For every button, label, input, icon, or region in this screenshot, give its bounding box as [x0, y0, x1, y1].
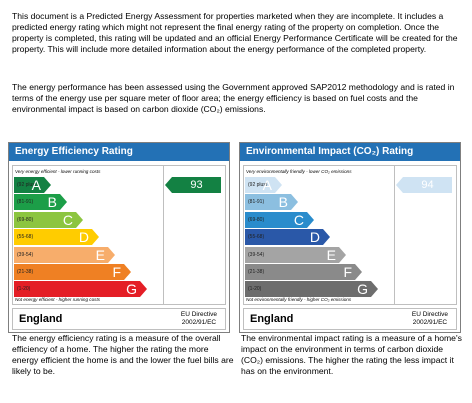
band-arrow-tip	[44, 177, 51, 193]
eu-directive-line-2: 2002/91/EC	[181, 319, 217, 326]
band-arrow-tip	[355, 264, 362, 280]
band-arrow-tip	[124, 264, 131, 280]
chart-title: Environmental Impact (CO₂) Rating	[240, 143, 460, 161]
rating-band-g: (1-20) G	[14, 281, 147, 298]
scale-top-label: Very energy efficient - lower running co…	[15, 169, 101, 174]
rating-scale: Very energy efficient - lower running co…	[12, 165, 226, 305]
country-label: England	[250, 313, 294, 325]
column-divider	[394, 166, 395, 304]
column-divider	[163, 166, 164, 304]
current-rating-value: 93	[172, 177, 221, 193]
current-rating-value: 94	[403, 177, 452, 193]
band-range: (81-91)	[248, 199, 265, 206]
scale-bottom-label: Not environmentally friendly - higher CO…	[246, 297, 352, 302]
rating-band-d: (55-68) D	[14, 229, 99, 246]
band-letter: A	[31, 177, 41, 193]
band-arrow-tip	[291, 194, 298, 211]
band-arrow-tip	[323, 229, 330, 246]
band-letter: F	[343, 264, 352, 280]
band-range: (21-38)	[248, 269, 265, 275]
band-letter: D	[309, 229, 320, 246]
band-range: (81-91)	[17, 199, 34, 206]
chart-footer: England EU Directive 2002/91/EC	[243, 308, 457, 330]
band-range: (39-54)	[248, 251, 265, 258]
rating-band-a: (92 plus) A	[14, 177, 51, 193]
rating-scale: Very environmentally friendly - lower CO…	[243, 165, 457, 305]
eu-directive-line-1: EU Directive	[180, 311, 217, 318]
scale-bottom-label: Not energy efficient - higher running co…	[15, 297, 101, 302]
band-letter: E	[95, 246, 105, 263]
environment-caption: The environmental impact rating is a mea…	[241, 333, 462, 376]
band-range: (55-68)	[17, 234, 34, 241]
band-arrow-tip	[371, 281, 378, 298]
energy-efficiency-chart: Energy Efficiency Rating Very energy eff…	[8, 142, 230, 333]
scale-top-label: Very environmentally friendly - lower CO…	[246, 169, 352, 174]
eu-directive-line-1: EU Directive	[411, 311, 448, 318]
rating-band-d: (55-68) D	[245, 229, 330, 246]
band-letter: A	[262, 177, 272, 193]
band-range: (39-54)	[17, 251, 34, 258]
rating-band-c: (69-80) C	[245, 211, 314, 228]
pointer-tip	[396, 177, 403, 193]
eu-directive: EU Directive 2002/91/EC	[412, 311, 448, 327]
rating-band-a: (92 plus) A	[245, 177, 282, 193]
chart-title: Energy Efficiency Rating	[9, 143, 229, 161]
rating-band-b: (81-91) B	[245, 194, 298, 211]
rating-band-g: (1-20) G	[245, 281, 378, 298]
band-letter: G	[357, 281, 368, 298]
band-letter: E	[326, 246, 336, 263]
intro-paragraph-2: The energy performance has been assessed…	[12, 82, 455, 114]
rating-band-e: (39-54) E	[14, 246, 115, 263]
environmental-impact-chart: Environmental Impact (CO₂) Rating Very e…	[239, 142, 461, 333]
band-range: (1-20)	[248, 286, 262, 293]
band-arrow-tip	[307, 211, 314, 228]
band-letter: C	[62, 211, 73, 228]
band-range: (69-80)	[248, 216, 265, 223]
band-range: (92 plus)	[17, 182, 37, 188]
band-range: (21-38)	[17, 269, 34, 275]
chart-footer: England EU Directive 2002/91/EC	[12, 308, 226, 330]
pointer-tip	[165, 177, 172, 193]
rating-band-b: (81-91) B	[14, 194, 67, 211]
band-arrow-tip	[92, 229, 99, 246]
band-letter: B	[47, 194, 57, 211]
eu-directive: EU Directive 2002/91/EC	[181, 311, 217, 327]
band-arrow-tip	[108, 246, 115, 263]
rating-band-f: (21-38) F	[14, 264, 131, 280]
band-letter: F	[112, 264, 121, 280]
band-arrow-tip	[140, 281, 147, 298]
band-letter: B	[278, 194, 288, 211]
eu-directive-line-2: 2002/91/EC	[412, 319, 448, 326]
current-rating-pointer: 94	[396, 177, 452, 193]
rating-band-c: (69-80) C	[14, 211, 83, 228]
band-range: (55-68)	[248, 234, 265, 241]
band-arrow-tip	[60, 194, 67, 211]
efficiency-caption: The energy efficiency rating is a measur…	[12, 333, 234, 376]
band-range: (92 plus)	[248, 182, 268, 188]
current-rating-pointer: 93	[165, 177, 221, 193]
rating-band-f: (21-38) F	[245, 264, 362, 280]
band-arrow-tip	[275, 177, 282, 193]
band-letter: G	[126, 281, 137, 298]
intro-paragraph-1: This document is a Predicted Energy Asse…	[12, 11, 458, 54]
band-range: (1-20)	[17, 286, 31, 293]
band-arrow-tip	[76, 211, 83, 228]
band-range: (69-80)	[17, 216, 34, 223]
band-letter: D	[78, 229, 89, 246]
band-arrow-tip	[339, 246, 346, 263]
country-label: England	[19, 313, 63, 325]
rating-band-e: (39-54) E	[245, 246, 346, 263]
band-letter: C	[293, 211, 304, 228]
